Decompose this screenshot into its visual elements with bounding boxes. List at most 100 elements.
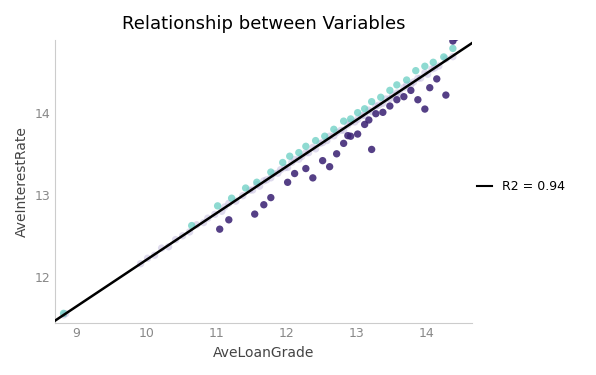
Point <box>199 220 209 226</box>
Point <box>343 122 353 128</box>
Point <box>353 110 362 116</box>
Point <box>231 198 241 204</box>
Point <box>308 175 318 181</box>
Point <box>339 127 349 133</box>
Point <box>332 151 342 157</box>
Point <box>367 146 377 152</box>
Point <box>259 178 269 184</box>
Point <box>385 96 395 102</box>
Point <box>59 310 69 316</box>
Point <box>441 56 451 62</box>
Point <box>329 133 339 139</box>
Point <box>385 103 395 109</box>
Point <box>255 183 265 189</box>
Point <box>290 156 299 162</box>
Y-axis label: AveInterestRate: AveInterestRate <box>15 126 29 237</box>
Point <box>266 175 275 181</box>
Point <box>441 92 451 98</box>
Point <box>357 112 367 118</box>
Point <box>360 122 370 128</box>
Point <box>192 222 201 228</box>
Point <box>320 133 330 139</box>
Point <box>210 211 219 217</box>
Point <box>315 141 325 147</box>
Point <box>388 92 398 98</box>
Point <box>157 245 166 251</box>
Point <box>252 179 262 185</box>
Point <box>448 45 458 51</box>
Point <box>343 133 353 139</box>
Point <box>371 111 381 117</box>
Point <box>425 85 434 91</box>
Point <box>203 215 213 221</box>
Point <box>392 90 402 96</box>
Point <box>448 38 458 44</box>
Point <box>392 97 402 103</box>
Point <box>381 96 390 102</box>
Point <box>248 187 257 193</box>
Point <box>220 204 229 210</box>
Point <box>150 252 159 258</box>
Point <box>451 33 461 39</box>
Point <box>269 171 278 177</box>
Point <box>266 169 275 175</box>
Point <box>346 116 355 122</box>
Point <box>283 179 293 185</box>
Point <box>371 103 381 109</box>
Point <box>353 116 362 122</box>
Point <box>301 165 311 171</box>
Point <box>360 106 370 112</box>
Point <box>402 77 411 83</box>
Point <box>378 110 387 116</box>
Point <box>215 226 225 232</box>
Point <box>301 150 311 156</box>
Point <box>402 82 411 88</box>
Point <box>413 75 423 81</box>
Point <box>325 133 334 139</box>
Point <box>346 119 355 125</box>
Point <box>311 146 321 152</box>
Point <box>297 153 306 159</box>
Point <box>346 133 355 139</box>
Point <box>304 150 313 156</box>
Point <box>213 203 222 209</box>
Point <box>164 244 173 250</box>
Point <box>59 312 69 318</box>
Point <box>318 140 327 146</box>
Point <box>280 165 290 171</box>
Point <box>287 159 297 165</box>
Point <box>294 150 303 156</box>
Point <box>143 255 153 261</box>
Point <box>399 94 409 100</box>
Point <box>285 153 294 159</box>
Point <box>329 126 339 132</box>
Point <box>336 128 346 134</box>
Point <box>385 87 395 93</box>
Point <box>429 59 438 65</box>
Point <box>185 229 194 235</box>
Point <box>311 138 321 144</box>
Title: Relationship between Variables: Relationship between Variables <box>122 15 405 33</box>
Point <box>427 66 437 72</box>
Point <box>376 94 386 100</box>
Point <box>451 34 461 40</box>
Point <box>339 140 349 146</box>
Point <box>322 138 331 144</box>
Point <box>278 159 287 165</box>
Legend: R2 = 0.94: R2 = 0.94 <box>471 176 570 198</box>
Point <box>399 85 409 91</box>
Point <box>227 195 237 201</box>
Point <box>364 117 374 123</box>
Point <box>432 76 442 82</box>
Point <box>262 177 271 183</box>
Point <box>325 164 334 170</box>
Point <box>250 211 259 217</box>
Point <box>448 54 458 60</box>
Point <box>301 143 311 149</box>
Point <box>252 182 262 188</box>
Point <box>360 112 370 118</box>
Point <box>392 82 402 88</box>
Point <box>423 71 433 77</box>
Point <box>411 68 421 74</box>
Point <box>276 166 285 172</box>
